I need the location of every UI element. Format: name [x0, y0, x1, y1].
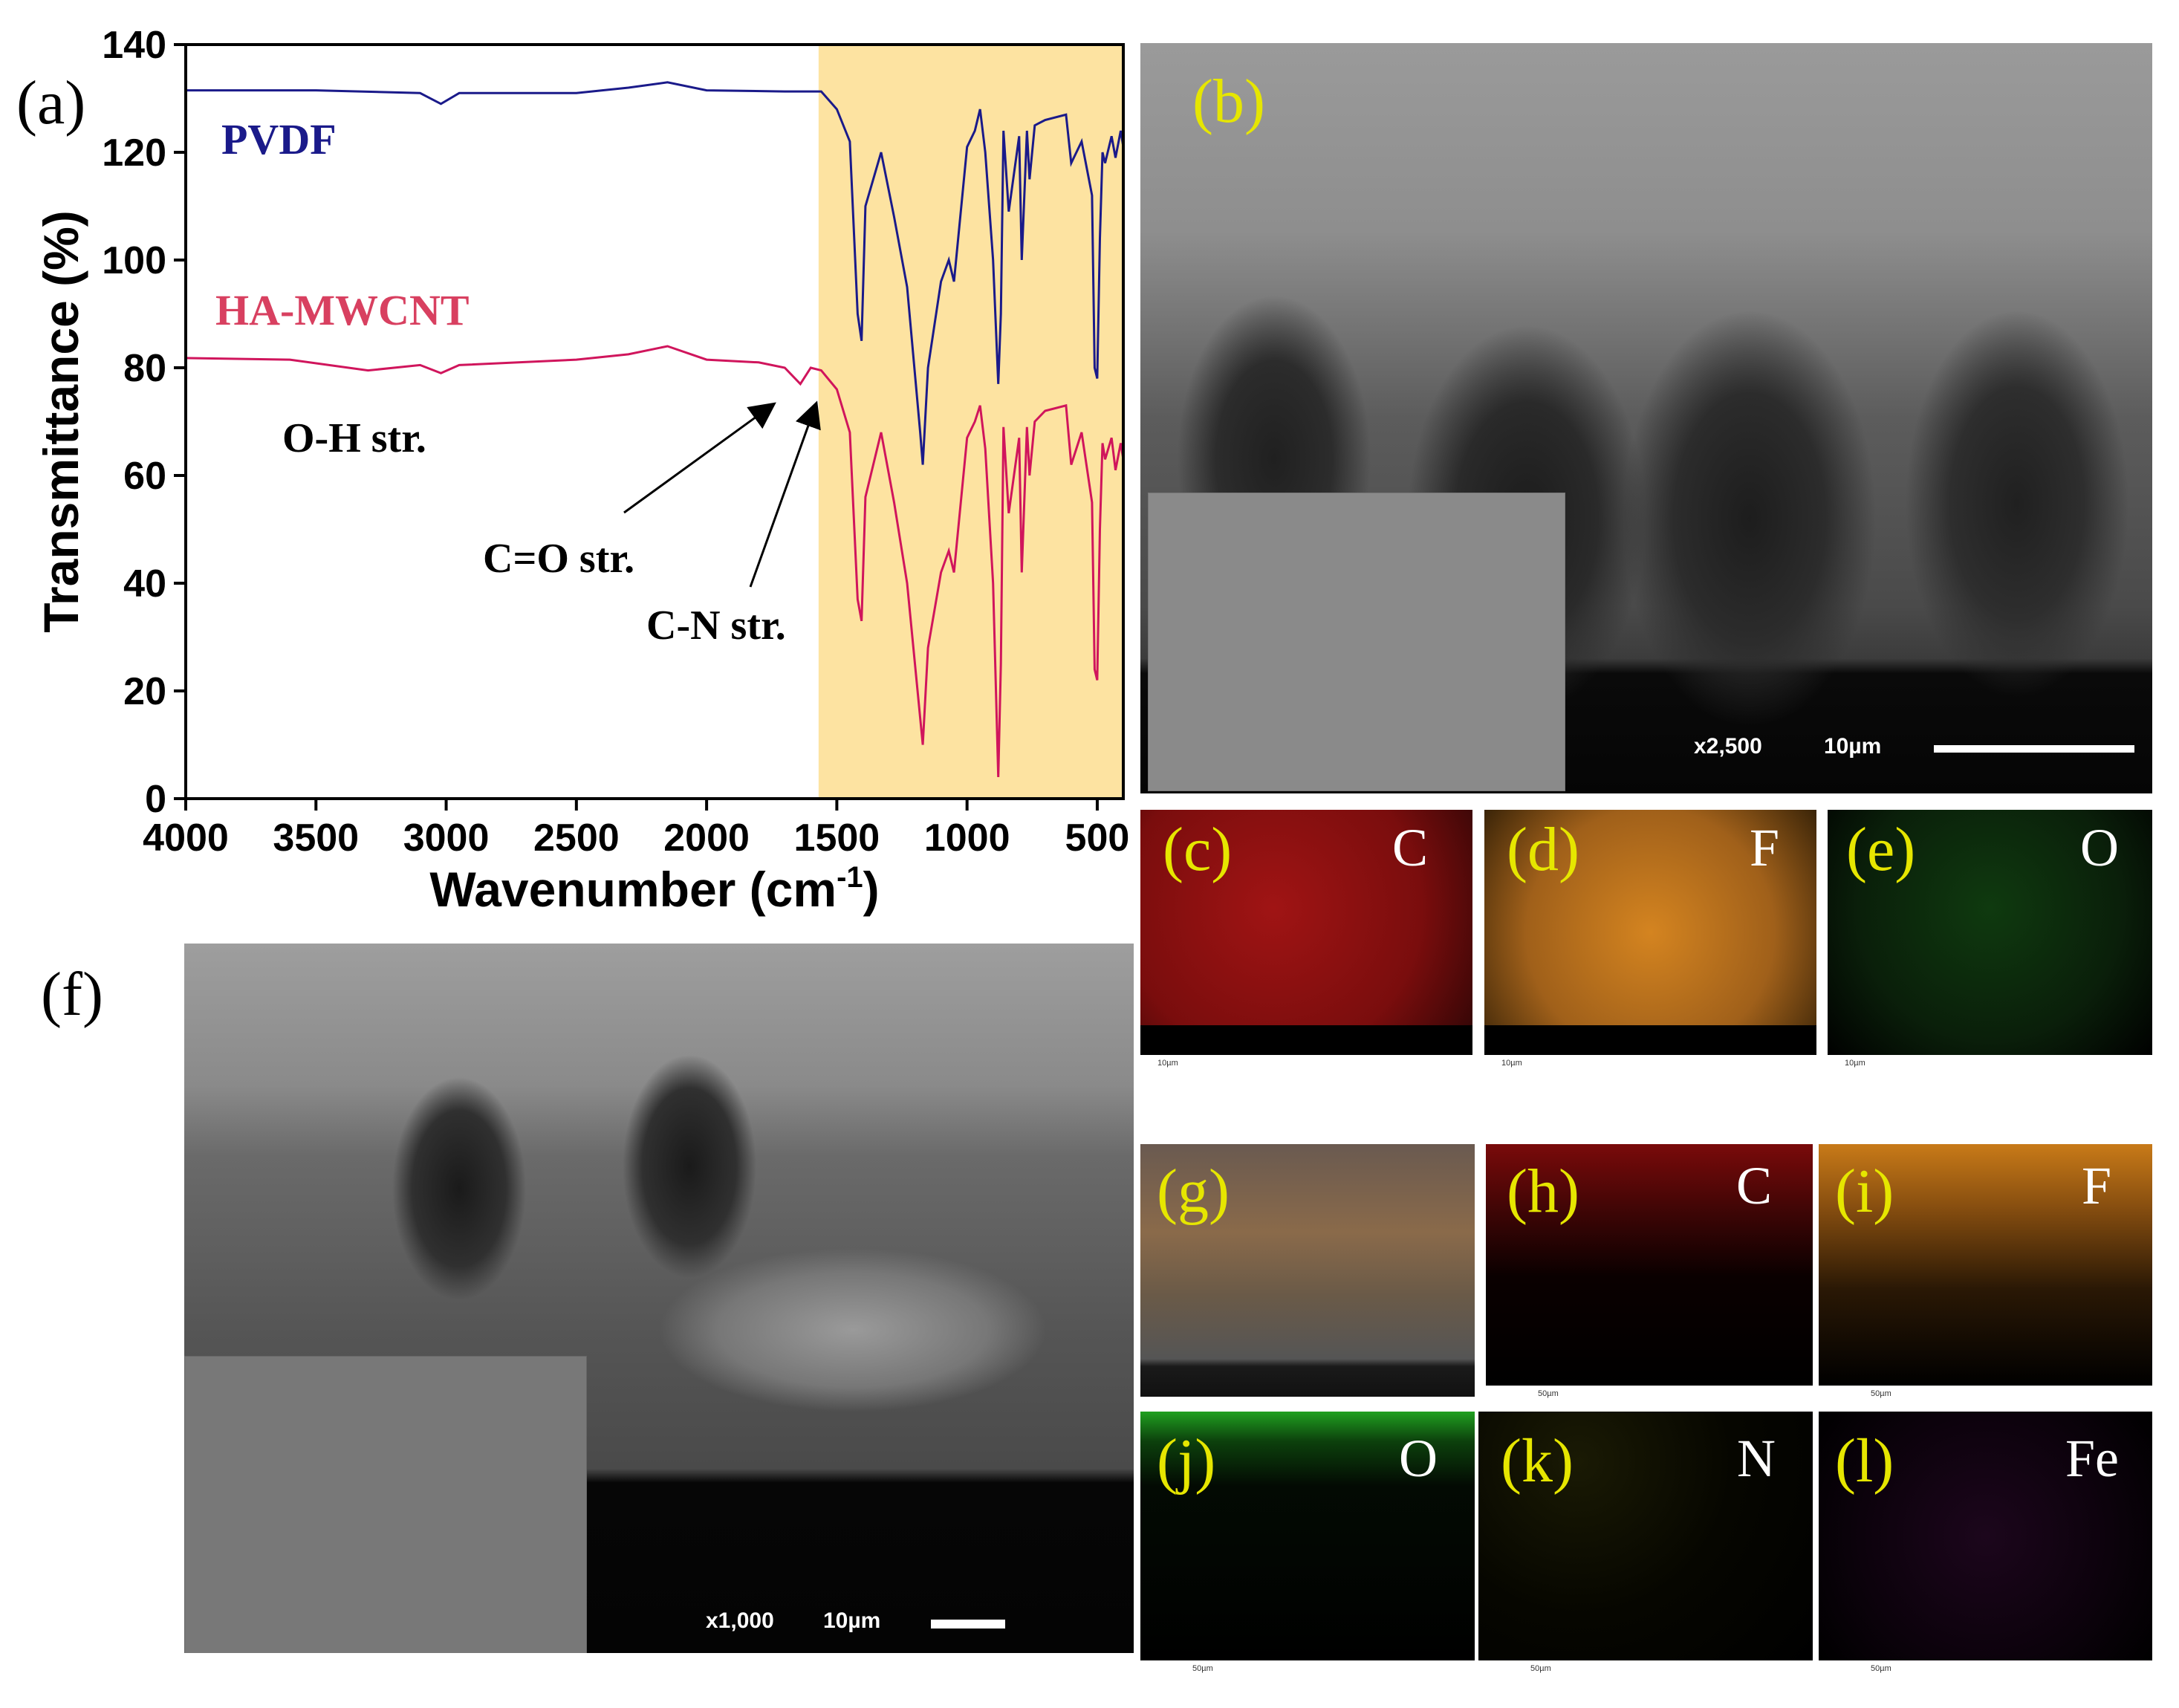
legend-pvdf: PVDF — [221, 115, 337, 163]
eds-map-c: (c) C — [1140, 810, 1472, 1055]
scalebar-label-b: 10µm — [1824, 734, 1882, 759]
eds-map-d: (d) F — [1484, 810, 1816, 1055]
arrow-cn — [749, 400, 821, 588]
eds-map-i: (i) F — [1819, 1144, 2152, 1386]
panel-label-d: (d) — [1507, 815, 1579, 884]
chart-axes: 4000 3500 3000 2500 2000 1500 1000 500 0 20 40 60 80… — [102, 24, 1129, 860]
scale-d: 10µm — [1501, 1059, 1522, 1068]
magnification-f: x1,000 — [706, 1608, 774, 1633]
panel-label-i: (i) — [1835, 1157, 1894, 1226]
scale-h: 50µm — [1538, 1389, 1559, 1398]
x-tick-label: 3000 — [403, 816, 490, 860]
x-axis-label: Wavenumber (cm-1) — [429, 861, 879, 917]
sem-image-f: x1,000 10µm — [184, 944, 1134, 1653]
panel-label-j: (j) — [1157, 1426, 1216, 1496]
highlight-region — [818, 45, 1123, 799]
y-tick-label: 80 — [123, 347, 166, 390]
legend-ha-mwcnt: HA-MWCNT — [215, 286, 470, 334]
eds-map-h: (h) C — [1486, 1144, 1813, 1386]
eds-map-k: (k) N — [1478, 1412, 1813, 1660]
y-tick-label: 0 — [145, 778, 166, 821]
x-tick-label: 2500 — [533, 816, 620, 860]
plot-frame — [184, 43, 1125, 800]
element-label-j: O — [1399, 1429, 1438, 1488]
y-tick-label: 40 — [123, 562, 166, 605]
element-label-d: F — [1749, 818, 1779, 877]
series-line-pvdf — [186, 81, 1125, 465]
panel-label-b: (b) — [1192, 67, 1265, 136]
panel-label-g: (g) — [1157, 1157, 1230, 1226]
series-line-ha-mwcnt — [185, 345, 1125, 778]
x-tick-label: 4000 — [143, 816, 229, 860]
element-label-l: Fe — [2065, 1429, 2119, 1488]
panel-label-h: (h) — [1507, 1157, 1579, 1226]
element-label-i: F — [2081, 1156, 2111, 1215]
eds-map-j: (j) O — [1140, 1412, 1475, 1660]
x-tick-label: 3500 — [273, 816, 359, 860]
scale-e: 10µm — [1845, 1059, 1865, 1068]
scale-i: 50µm — [1871, 1389, 1891, 1398]
x-tick-label: 2000 — [663, 816, 750, 860]
sem-inset-f — [184, 1356, 587, 1653]
y-tick-label: 120 — [102, 131, 166, 175]
y-tick-label: 60 — [123, 455, 166, 498]
y-tick-label: 20 — [123, 670, 166, 713]
sem-image-b: (b) x2,500 10µm — [1140, 43, 2152, 793]
annotation-cn: C-N str. — [646, 603, 786, 649]
x-tick-label: 1000 — [924, 816, 1010, 860]
panel-label-c: (c) — [1163, 815, 1233, 884]
annotation-oh: O-H str. — [282, 415, 426, 461]
sem-inset-b — [1148, 493, 1565, 791]
x-tick-label: 1500 — [794, 816, 880, 860]
y-tick-label: 140 — [102, 24, 166, 67]
element-label-k: N — [1737, 1429, 1776, 1488]
scale-c: 10µm — [1157, 1059, 1178, 1068]
y-tick-label: 100 — [102, 239, 166, 282]
panel-label-a: (a) — [16, 68, 86, 137]
panel-label-e: (e) — [1846, 815, 1916, 884]
element-label-c: C — [1391, 818, 1428, 877]
scale-k: 50µm — [1530, 1664, 1551, 1673]
scalebar-label-f: 10µm — [823, 1608, 881, 1633]
scale-l: 50µm — [1871, 1664, 1891, 1673]
scale-j: 50µm — [1192, 1664, 1213, 1673]
eds-map-l: (l) Fe — [1819, 1412, 2152, 1660]
arrow-co — [623, 402, 776, 514]
y-axis-label: Transmittance (%) — [33, 210, 88, 632]
panel-label-f: (f) — [41, 960, 103, 1029]
element-label-e: O — [2080, 818, 2119, 877]
x-tick-label: 500 — [1065, 816, 1130, 860]
panel-label-l: (l) — [1835, 1426, 1894, 1496]
eds-map-e: (e) O — [1828, 810, 2152, 1055]
magnification-b: x2,500 — [1694, 734, 1762, 759]
scalebar-f — [931, 1620, 1005, 1629]
annotation-co: C=O str. — [483, 536, 634, 582]
panel-label-k: (k) — [1501, 1426, 1574, 1496]
eds-overlay-g: (g) — [1140, 1144, 1475, 1397]
scalebar-b — [1934, 745, 2134, 753]
plot-area — [185, 45, 1125, 799]
element-label-h: C — [1735, 1156, 1772, 1215]
